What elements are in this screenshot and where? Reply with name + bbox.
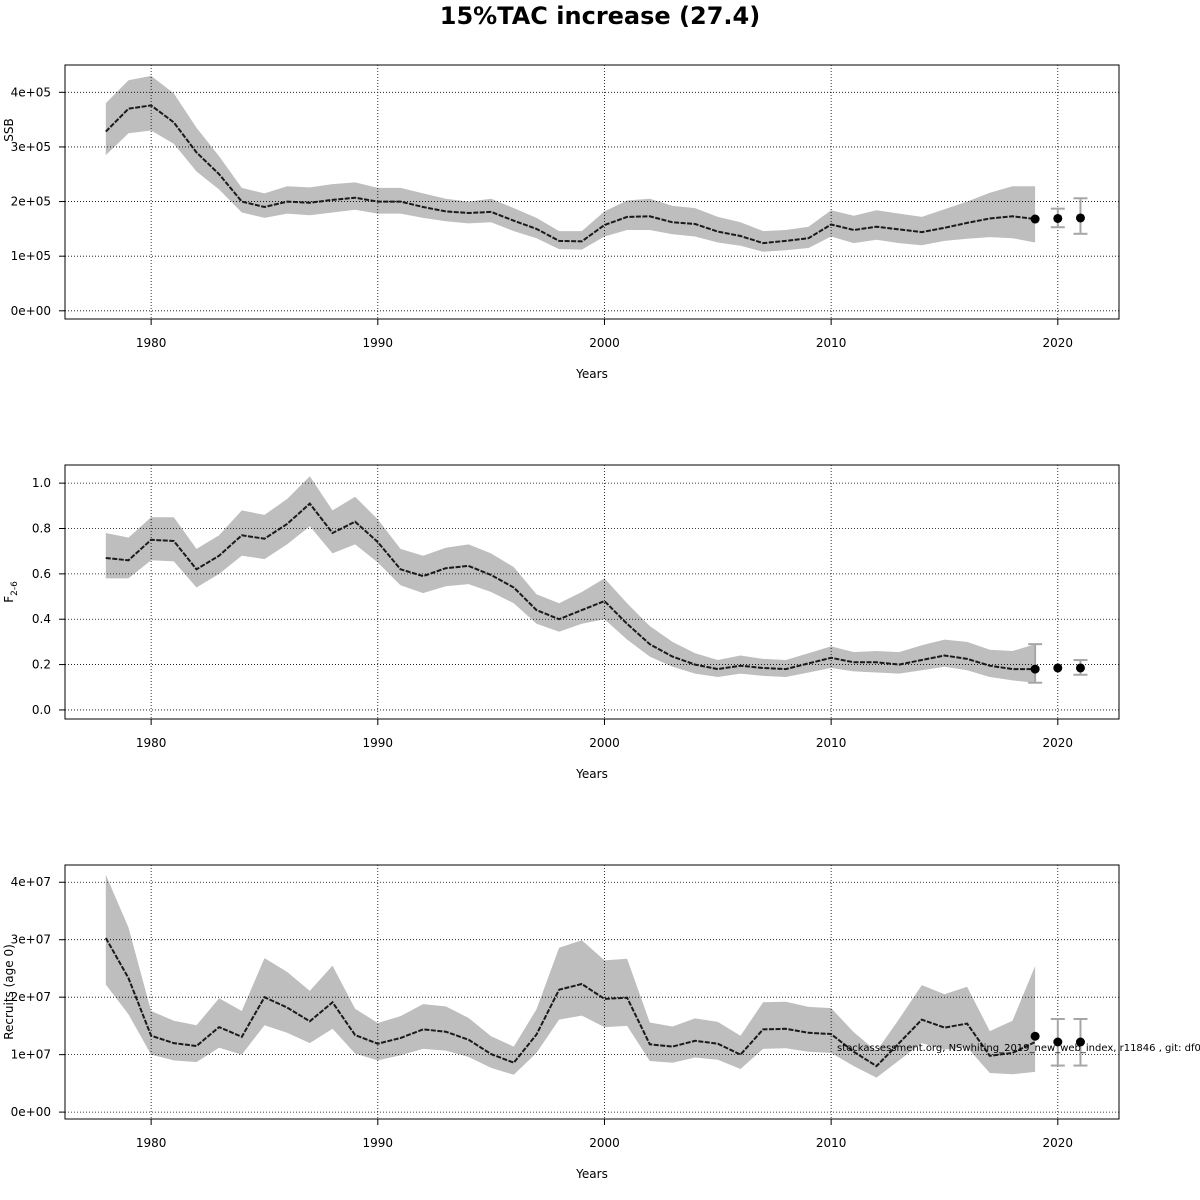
estimate-line (104, 937, 1036, 1068)
forecast-point (1053, 1037, 1063, 1047)
x-tick-label: 2020 (1043, 336, 1074, 350)
y-tick-label: 0.0 (32, 703, 51, 717)
x-tick-label: 2000 (589, 736, 620, 750)
y-axis-label: Recruits (age 0) (2, 944, 16, 1040)
panel-3: 1980 1990 2000 2010 2020 0e+00 1e+07 2e+07 3e+07… (2, 864, 1120, 1181)
y-tick-label: 2e+05 (11, 195, 51, 209)
x-axis-label: Years (575, 367, 608, 381)
x-tick-label: 1990 (363, 336, 394, 350)
x-tick-label: 2020 (1043, 736, 1074, 750)
x-tick-label: 1990 (363, 1136, 394, 1150)
x-tick-label: 2010 (816, 736, 847, 750)
x-tick-label: 1980 (136, 336, 167, 350)
panel-1: 1980 1990 2000 2010 2020 0e+00 1e+05 2e+05 3e+05… (2, 64, 1120, 381)
estimate-line (105, 502, 1036, 671)
y-tick-label: 3e+07 (11, 933, 51, 947)
forecast-point (1075, 213, 1085, 223)
forecast-point (1030, 214, 1040, 224)
forecast-point (1075, 1037, 1085, 1047)
plot-frame (64, 864, 1120, 1120)
plot-frame (64, 464, 1120, 720)
y-axis-label: F2-6 (2, 581, 20, 603)
x-tick-label: 2020 (1043, 1136, 1074, 1150)
y-tick-label: 4e+07 (11, 875, 51, 889)
x-tick-label: 2000 (589, 1136, 620, 1150)
plot-frame (64, 64, 1120, 320)
confidence-band (105, 476, 1036, 683)
confidence-band (105, 874, 1036, 1078)
y-tick-label: 0e+00 (11, 304, 51, 318)
y-tick-label: 0.6 (32, 567, 51, 581)
x-tick-label: 1980 (136, 736, 167, 750)
figure-title: 15%TAC increase (27.4) (439, 2, 761, 30)
y-axis-label-subscript: 2-6 (10, 581, 20, 596)
x-tick-label: 2010 (816, 336, 847, 350)
forecast-point (1030, 1031, 1040, 1041)
y-tick-label: 4e+05 (11, 85, 51, 99)
y-tick-label: 1.0 (32, 476, 51, 490)
confidence-band (105, 75, 1036, 252)
y-tick-label: 2e+07 (11, 990, 51, 1004)
x-tick-label: 1990 (363, 736, 394, 750)
x-axis-label: Years (575, 767, 608, 781)
x-tick-label: 1980 (136, 1136, 167, 1150)
watermark-text: stockassessment.org, NSwhiting_2019_new_… (837, 1043, 1200, 1054)
panel-2: 1980 1990 2000 2010 2020 0.0 0.2 0.4 0.6 0.8 1.0 Ye… (2, 464, 1120, 781)
x-tick-label: 2000 (589, 336, 620, 350)
y-tick-label: 0.4 (32, 612, 51, 626)
forecast-point (1075, 663, 1085, 673)
y-tick-label: 0e+00 (11, 1105, 51, 1119)
y-tick-label: 1e+05 (11, 249, 51, 263)
forecast-point (1053, 663, 1063, 673)
y-axis-label: SSB (2, 118, 16, 141)
x-axis-label: Years (575, 1167, 608, 1181)
y-tick-label: 3e+05 (11, 140, 51, 154)
forecast-point (1030, 664, 1040, 674)
y-tick-label: 1e+07 (11, 1048, 51, 1062)
y-tick-label: 0.2 (32, 658, 51, 672)
y-tick-label: 0.8 (32, 522, 51, 536)
x-tick-label: 2010 (816, 1136, 847, 1150)
forecast-point (1053, 213, 1063, 223)
